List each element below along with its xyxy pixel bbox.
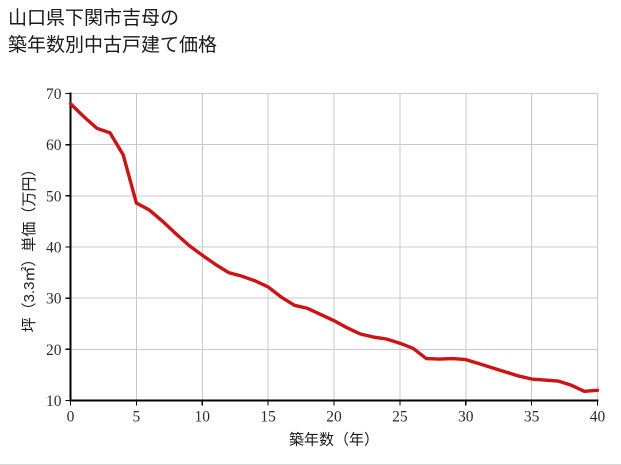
y-tick-label: 40	[46, 240, 62, 257]
y-tick-label: 70	[46, 86, 62, 103]
x-tick-label: 0	[67, 409, 75, 426]
x-tick-label: 5	[133, 409, 141, 426]
y-axis-title: 坪（3.3㎡）単価（万円）	[21, 162, 38, 333]
y-tick-label: 10	[46, 393, 62, 410]
x-tick-label: 10	[195, 409, 211, 426]
data-series-line	[68, 102, 600, 393]
x-tick-label: 15	[260, 409, 276, 426]
x-axis-title: 築年数（年）	[289, 431, 379, 449]
y-tick-label: 30	[46, 291, 62, 308]
x-tick-label: 40	[590, 409, 606, 426]
x-tick-label: 35	[524, 409, 540, 426]
y-tick-label: 60	[46, 137, 62, 154]
x-tick-label: 25	[392, 409, 408, 426]
chart-title: 山口県下関市吉母の 築年数別中古戸建て価格	[8, 8, 218, 56]
y-tick-label: 50	[46, 188, 62, 205]
y-tick-label: 20	[46, 342, 62, 359]
x-tick-label: 20	[326, 409, 342, 426]
x-tick-label: 30	[458, 409, 474, 426]
